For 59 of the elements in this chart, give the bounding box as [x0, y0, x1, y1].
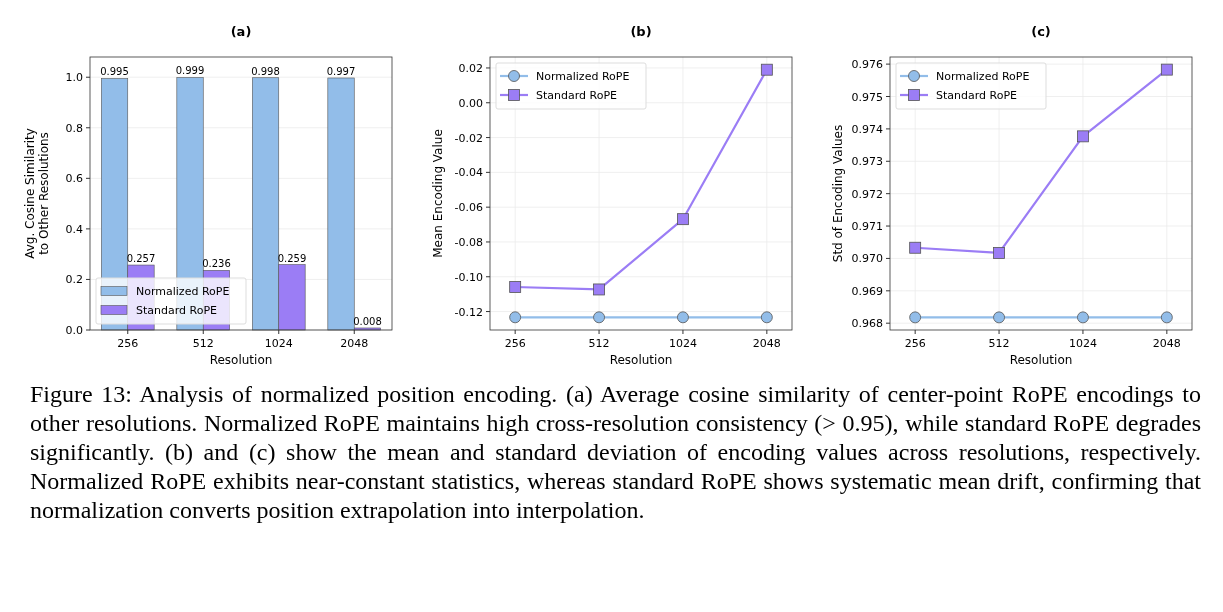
y-tick-label: -0.08	[454, 235, 483, 249]
x-tick-label: 256	[504, 337, 526, 350]
y-tick-label: 0.02	[458, 61, 483, 75]
x-tick-label: 2048	[1152, 337, 1181, 350]
y-tick-label: 0.969	[851, 284, 883, 298]
y-tick-label: 0.968	[851, 317, 883, 331]
x-tick-label: 512	[588, 337, 610, 350]
y-tick-label: 1.0	[65, 71, 83, 85]
data-label: 0.999	[175, 65, 205, 77]
x-tick-label: 2048	[340, 337, 369, 350]
y-tick-label: 0.972	[851, 187, 883, 201]
chart-title: (c)	[1031, 24, 1051, 39]
y-tick-label: 0.6	[65, 172, 83, 186]
x-tick-label: 1024	[264, 337, 293, 350]
x-tick-label: 256	[117, 337, 139, 350]
x-tick-label: 512	[192, 337, 214, 350]
chart-title: (b)	[630, 24, 652, 39]
y-axis-title: Avg. Cosine Similarity to Other Resolutions	[23, 128, 51, 259]
y-tick-label: 0.973	[851, 155, 883, 169]
data-label: 0.008	[353, 315, 382, 327]
x-axis-title: Resolution	[209, 353, 273, 367]
y-tick-label: -0.06	[454, 201, 483, 215]
y-tick-label: 0.976	[851, 58, 883, 72]
x-tick-label: 1024	[668, 337, 697, 350]
y-tick-label: 0.00	[458, 96, 483, 110]
legend-label: Normalized RoPE	[536, 70, 630, 83]
y-tick-label: -0.02	[454, 131, 483, 145]
y-axis-title: Std of Encoding Values	[831, 124, 845, 263]
x-tick-label: 512	[988, 337, 1010, 350]
y-tick-label: 0.971	[851, 220, 883, 234]
y-tick-label: 0.970	[851, 252, 883, 266]
y-tick-label: 0.0	[65, 324, 83, 337]
chart-title: (a)	[230, 24, 252, 39]
y-tick-label: 0.2	[65, 273, 83, 287]
data-label: 0.257	[126, 253, 156, 265]
y-tick-label: -0.10	[454, 270, 483, 284]
legend-label: Standard RoPE	[936, 89, 1018, 102]
legend-label: Normalized RoPE	[936, 70, 1030, 83]
x-tick-label: 1024	[1068, 337, 1097, 350]
x-tick-label: 2048	[752, 337, 781, 350]
data-label: 0.259	[277, 252, 307, 264]
data-label: 0.995	[100, 66, 129, 78]
y-axis-title: Mean Encoding Value	[431, 129, 445, 258]
y-tick-label: 0.4	[65, 222, 83, 236]
x-axis-title: Resolution	[1009, 353, 1073, 367]
legend-label: Standard RoPE	[536, 89, 618, 102]
x-axis-title: Resolution	[609, 353, 673, 367]
data-label: 0.997	[326, 65, 356, 77]
y-tick-label: -0.12	[454, 305, 483, 319]
data-label: 0.998	[251, 65, 280, 77]
legend-label: Standard RoPE	[136, 304, 218, 317]
y-tick-label: -0.04	[454, 166, 483, 180]
x-tick-label: 256	[904, 337, 926, 350]
data-label: 0.236	[202, 258, 231, 270]
y-tick-label: 0.8	[65, 121, 83, 135]
y-tick-label: 0.974	[851, 122, 883, 136]
caption: Figure 13: Analysis of normalized position encoding. (a) Average cosine similarity of center-point RoPE encodings to other resolutions. Normalized RoPE maintains high cross-resolution consistency (> 0.95), while standard RoPE degrades significantly. (b) and (c) show the mean and standard deviation of encoding values across resolutions, respectively. Normalized RoPE exhibits near-constant statistics, whereas standard RoPE shows systematic mean drift, confirming that normalization converts position extrapolation into interpolation.	[30, 380, 1201, 525]
y-tick-label: 0.975	[851, 90, 883, 104]
legend-label: Normalized RoPE	[136, 285, 230, 298]
